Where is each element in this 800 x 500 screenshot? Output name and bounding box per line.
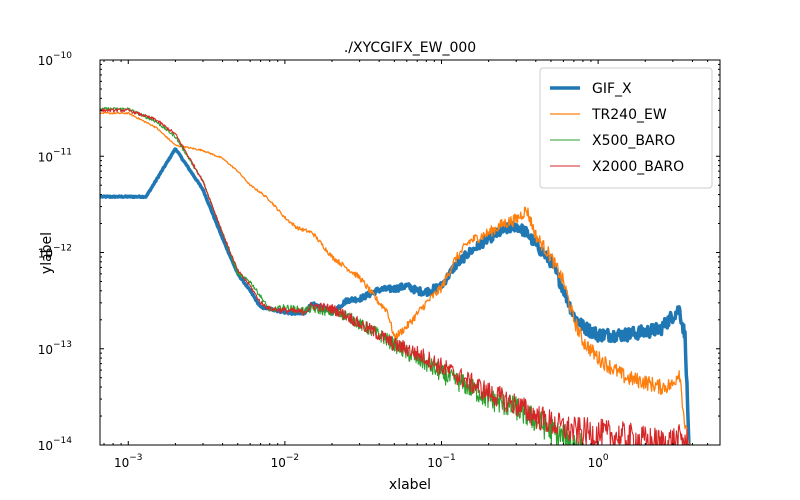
y-axis: 10−14 10−13 10−12 10−11 10−10: [38, 51, 720, 453]
y-tick-label: 10−14: [38, 436, 73, 453]
series-line-tr240-ew: [100, 111, 690, 445]
y-tick-label: 10−12: [38, 244, 72, 261]
series-layer: [100, 106, 691, 445]
series-line-x500-baro: [100, 106, 584, 445]
legend-label-tr240-ew: TR240_EW: [591, 107, 667, 123]
legend-label-x2000-baro: X2000_BARO: [592, 159, 684, 175]
x-tick-label: 10−1: [427, 453, 456, 470]
x-tick-label: 100: [588, 453, 609, 470]
y-tick-label: 10−10: [38, 51, 73, 68]
legend: GIF_X TR240_EW X500_BARO X2000_BARO: [539, 67, 713, 189]
x-tick-label: 10−2: [271, 453, 300, 470]
series-line-x2000-baro: [100, 108, 690, 445]
chart-title: ./XYCGIFX_EW_000: [344, 40, 476, 56]
legend-box: [539, 67, 713, 189]
x-axis-title: xlabel: [389, 477, 431, 493]
legend-label-gif-x: GIF_X: [592, 81, 632, 97]
y-tick-label: 10−11: [38, 147, 72, 164]
y-tick-label: 10−13: [38, 340, 72, 357]
y-axis-title: ylabel: [39, 232, 55, 274]
legend-label-x500-baro: X500_BARO: [592, 133, 675, 149]
x-axis: 10−3 10−2 10−1 100: [103, 60, 721, 470]
x-tick-label: 10−3: [114, 453, 143, 470]
series-line-gif-x: [100, 147, 691, 445]
